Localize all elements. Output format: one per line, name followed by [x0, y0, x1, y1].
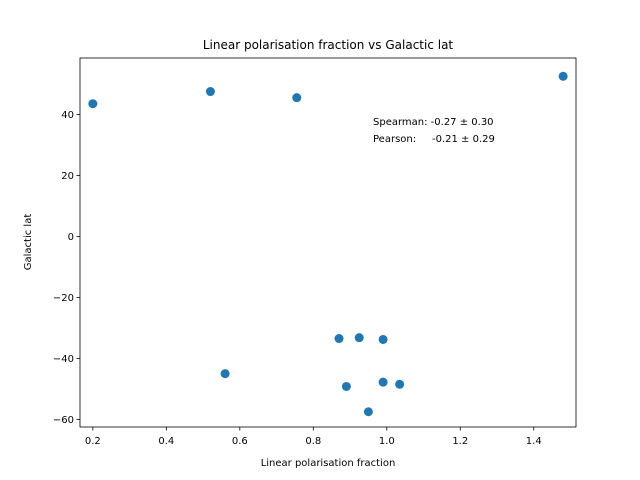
x-tick-label: 1.2 [452, 436, 468, 447]
x-tick-label: 0.4 [158, 436, 174, 447]
spearman-annotation: Spearman: -0.27 ± 0.30 [373, 117, 494, 128]
scatter-point [395, 379, 405, 389]
pearson-annotation: Pearson: -0.21 ± 0.29 [373, 134, 495, 145]
y-tick-label: 40 [61, 110, 74, 121]
y-tick-label: −20 [53, 293, 74, 304]
x-tick-label: 0.6 [232, 436, 248, 447]
scatter-point [205, 87, 215, 97]
y-tick-label: −40 [53, 354, 74, 365]
x-tick-label: 0.8 [305, 436, 321, 447]
x-tick-label: 1.4 [526, 436, 542, 447]
plot-area: 0.2 0.4 0.6 0.8 1.0 1.2 1.4 −60 −40 −20 0 20 40 [53, 57, 577, 447]
scatter-point [341, 381, 351, 391]
x-axis-label: Linear polarisation fraction [261, 458, 396, 469]
scatter-point [88, 99, 98, 109]
scatter-point [292, 93, 302, 103]
scatter-point [220, 369, 230, 379]
y-axis-label: Galactic lat [23, 214, 34, 271]
y-tick-label: 20 [61, 171, 74, 182]
scatter-point [354, 333, 364, 343]
y-tick-label: −60 [53, 415, 74, 426]
x-tick-label: 1.0 [379, 436, 395, 447]
plot-frame [79, 57, 577, 428]
x-tick-label: 0.2 [85, 436, 101, 447]
scatter-point [378, 334, 388, 344]
scatter-point [334, 334, 344, 344]
y-tick-label: 0 [68, 232, 74, 243]
chart-title: Linear polarisation fraction vs Galactic… [203, 38, 454, 52]
scatter-point [363, 407, 373, 417]
scatter-point [558, 71, 568, 81]
scatter-point [378, 377, 388, 387]
